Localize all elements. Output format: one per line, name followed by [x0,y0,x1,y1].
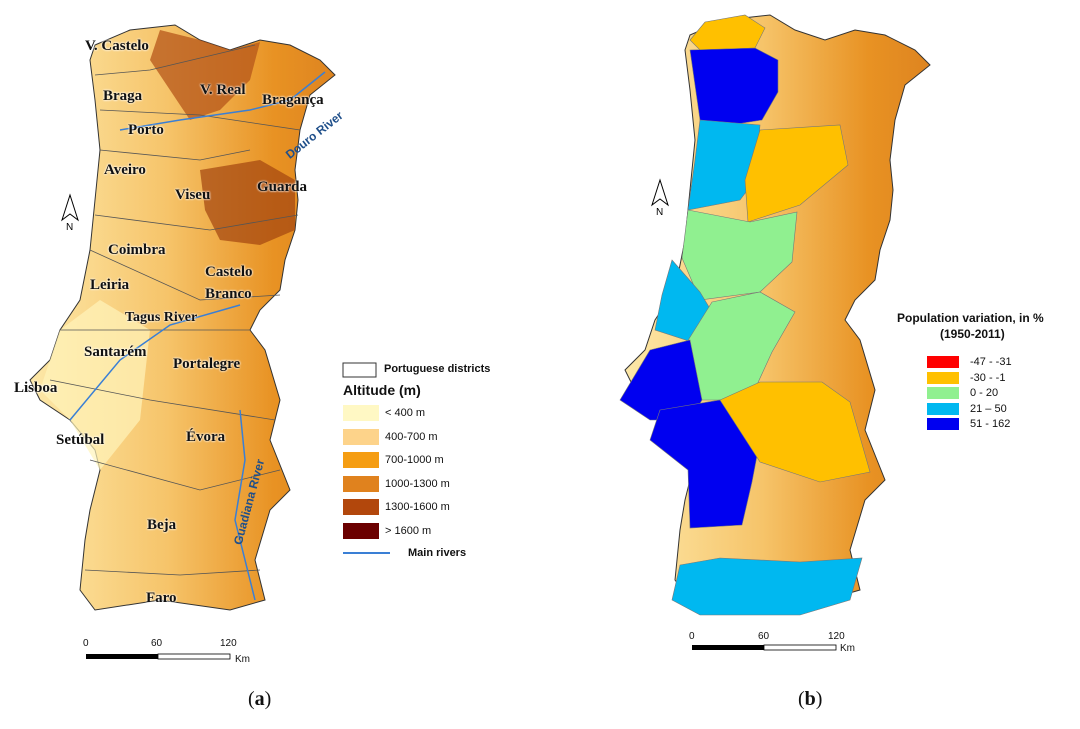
scale-b-tick-60: 60 [758,631,770,642]
label-coimbra: Coimbra [108,242,166,258]
district-legend-swatch [342,362,377,378]
population-legend-swatch [927,387,959,399]
district-evora [719,381,871,483]
population-legend-swatch [927,356,959,368]
highlands-north [150,30,260,120]
label-leiria: Leiria [90,277,130,293]
label-evora: Évora [186,429,226,445]
legend-districts-label: Portuguese districts [384,363,491,375]
population-legend-swatch [927,402,959,415]
rivers [69,71,326,601]
scale-a-tick-0: 0 [83,638,89,649]
label-porto: Porto [128,122,164,138]
label-viseu: Viseu [175,187,211,203]
legend-population-years: (1950-2011) [940,327,1005,341]
altitude-legend-label: 1300-1600 m [385,501,450,513]
label-tagus-river: Tagus River [125,310,198,325]
label-branco: Branco [205,286,252,302]
label-setubal: Setúbal [56,432,105,448]
district-braga-porto [689,47,779,126]
scale-b-unit: Km [840,643,855,654]
label-braganca: Bragança [262,92,324,108]
population-legend-swatch [927,418,959,430]
scale-a-unit: Km [235,654,250,665]
north-label-a: N [66,222,74,233]
altitude-map [29,24,336,611]
label-beja: Beja [147,517,177,533]
caption-a: (a) [248,688,271,711]
label-braga: Braga [103,88,143,104]
highlands-center [200,160,295,245]
legend-population-title: Population variation, in % [897,311,1044,325]
population-legend-label: -47 - -31 [970,356,1012,368]
caption-b: (b) [798,688,822,711]
population-legend-label: -30 - -1 [970,371,1006,384]
legend-altitude-title: Altitude (m) [343,382,421,398]
north-arrow-b-icon [651,178,669,207]
label-santarem: Santarém [84,344,147,360]
altitude-legend-label: > 1600 m [385,524,432,537]
label-portalegre: Portalegre [173,356,241,372]
label-castelo: Castelo [205,264,253,280]
district-faro [671,557,863,616]
label-lisboa: Lisboa [14,380,58,396]
population-districts [619,14,871,616]
scale-b-tick-120: 120 [828,631,845,642]
caption-a-open: ( [248,688,255,710]
altitude-legend-swatch [343,522,379,539]
plains-west [40,300,150,470]
population-legend-label: 51 - 162 [970,418,1011,430]
district-borders [49,44,301,576]
caption-b-open: ( [798,688,805,710]
altitude-legend-swatch [343,499,379,515]
caption-a-close: ) [264,688,272,710]
altitude-legend-label: 400-700 m [385,430,438,443]
altitude-legend-swatch [343,475,379,492]
scale-a-tick-120: 120 [220,638,237,649]
scale-bar-a [86,653,231,660]
population-legend-swatch [927,371,959,384]
caption-b-close: ) [815,688,823,710]
altitude-legend-swatch [343,452,379,468]
caption-b-letter: b [804,688,816,710]
legend-rivers-label: Main rivers [408,547,467,559]
altitude-legend-swatch [343,428,379,445]
altitude-legend-label: < 400 m [385,407,426,419]
label-faro: Faro [146,590,177,606]
north-arrow-a-icon [61,193,79,222]
north-label-b: N [656,207,664,218]
altitude-legend-label: 1000-1300 m [385,477,450,490]
district-coimbra [681,209,798,301]
caption-a-letter: a [254,688,265,710]
scale-bar-b [692,644,837,651]
population-legend-label: 21 – 50 [970,402,1007,415]
district-viseu [744,124,849,223]
district-aveiro [687,119,761,211]
label-v-castelo: V. Castelo [85,38,149,54]
scale-b-tick-0: 0 [689,631,695,642]
altitude-legend-swatch [343,405,379,421]
label-guarda: Guarda [257,179,308,195]
altitude-legend-label: 700-1000 m [385,454,444,466]
scale-a-tick-60: 60 [151,638,163,649]
label-aveiro: Aveiro [104,162,146,178]
label-v-real: V. Real [200,82,246,98]
population-legend-label: 0 - 20 [970,387,999,399]
